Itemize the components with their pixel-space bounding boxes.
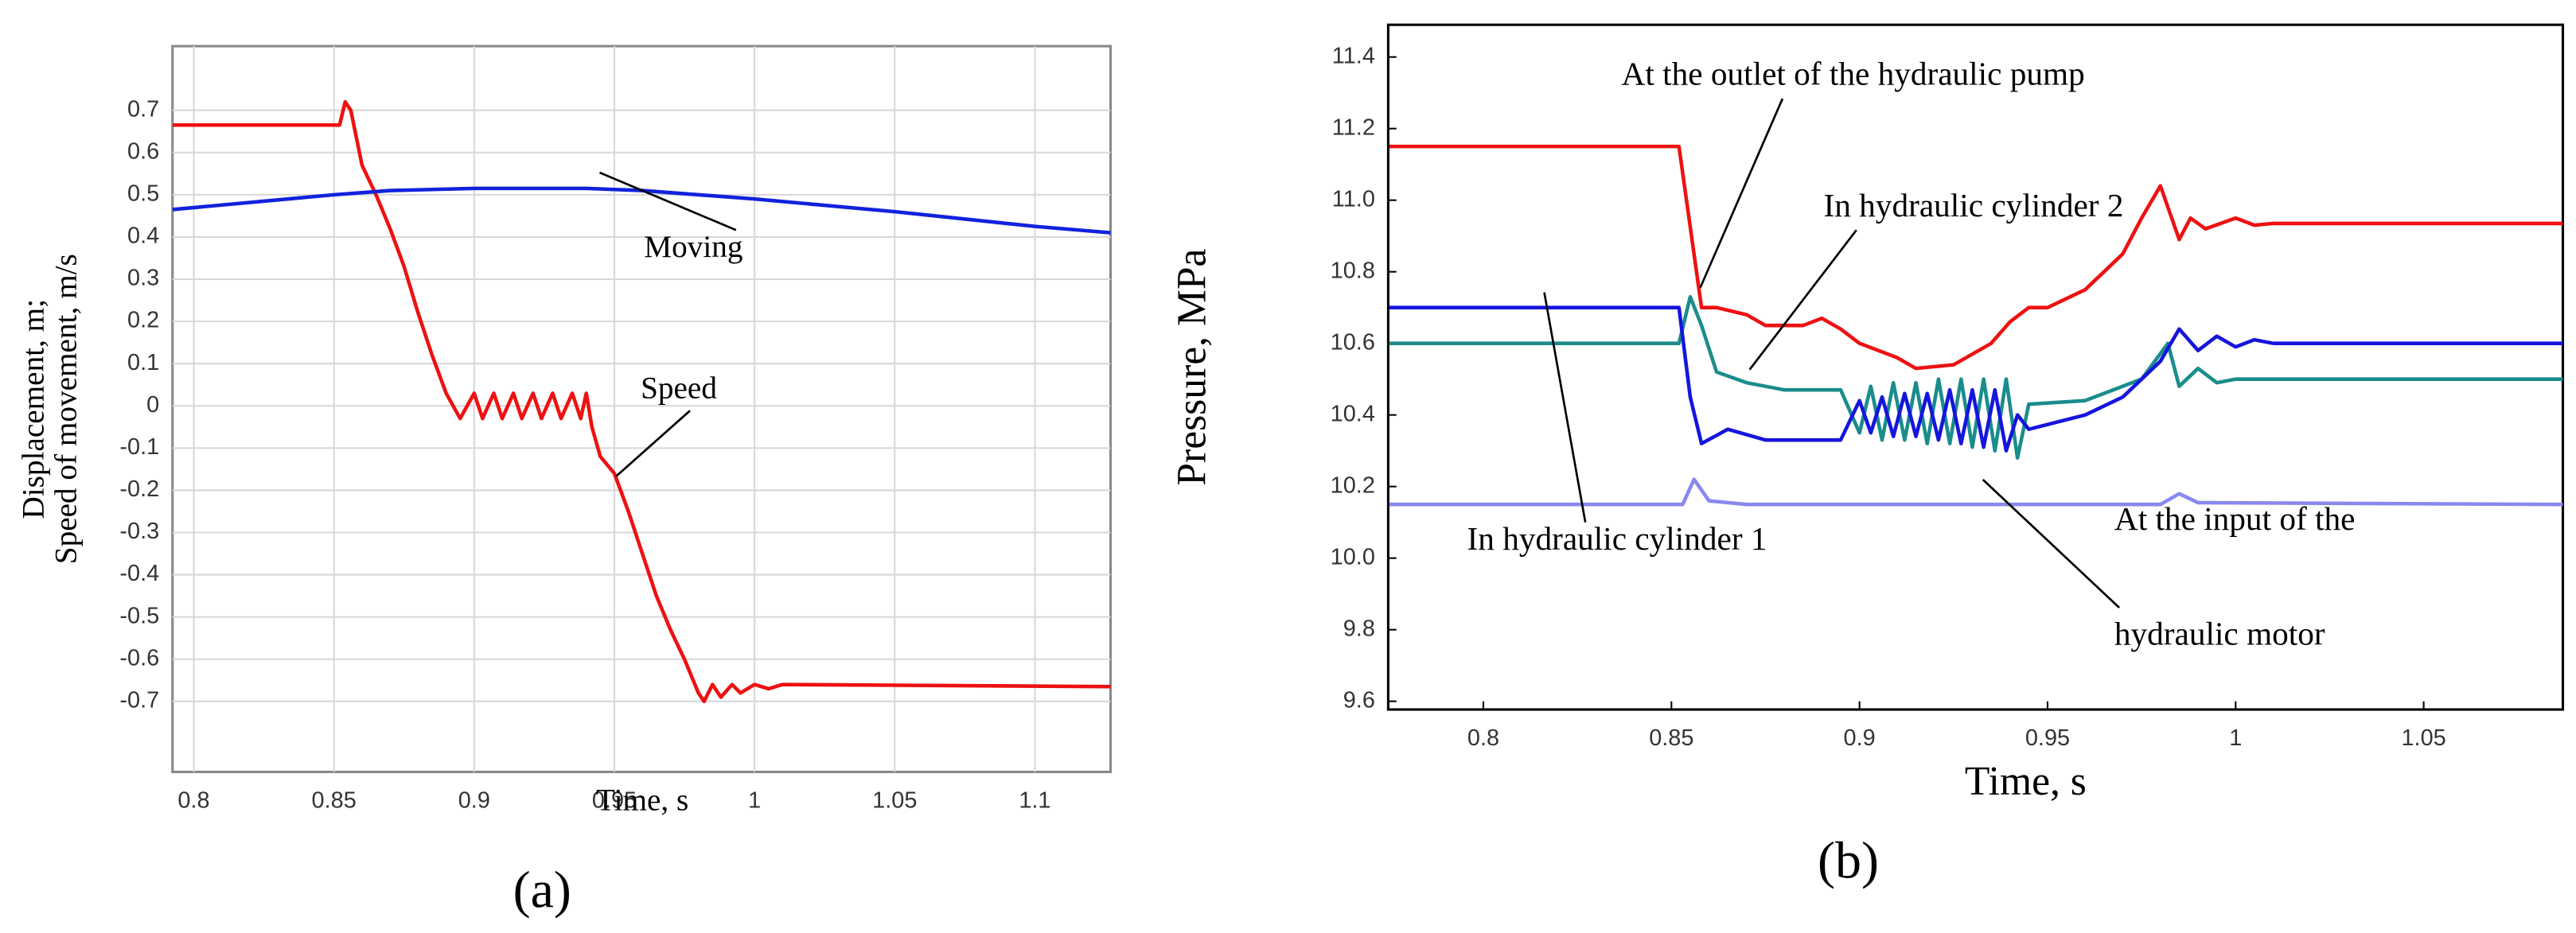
y-tick-label: 0.5 — [127, 181, 159, 206]
x-tick-label: 0.95 — [592, 787, 637, 813]
annotation: Speed — [641, 371, 717, 406]
y-tick-label: 11.2 — [1332, 115, 1375, 140]
plot-area — [1386, 23, 2565, 711]
leader-line — [598, 171, 737, 231]
annotation: At the outlet of the hydraulic pump — [1622, 56, 2085, 92]
y-tick-label: -0.6 — [119, 645, 159, 671]
plot-area — [171, 45, 1113, 774]
y-tick-label: 0 — [146, 392, 159, 418]
x-tick-label: 0.8 — [177, 787, 209, 813]
panel-label: (a) — [513, 861, 571, 919]
series-line — [172, 99, 1111, 704]
y-tick-label: 11.0 — [1332, 186, 1375, 212]
y-tick-label: 0.4 — [127, 224, 159, 249]
x-tick-label: 1.05 — [872, 787, 917, 813]
x-tick-label: 1 — [2229, 725, 2242, 751]
x-tick-label: 0.85 — [1649, 725, 1693, 751]
y-axis-label: Pressure, MPa — [1170, 248, 1215, 485]
leader-line — [1543, 292, 1587, 523]
x-tick-label: 1 — [748, 787, 761, 813]
y-tick-label: -0.3 — [119, 519, 159, 544]
leader-line — [1982, 479, 2121, 609]
series-line — [172, 186, 1111, 235]
y-tick-label: -0.4 — [119, 561, 159, 586]
annotation: In hydraulic cylinder 1 — [1467, 520, 1767, 557]
x-tick-label: 0.9 — [458, 787, 490, 813]
x-tick-label: 0.9 — [1844, 725, 1876, 751]
y-tick-label: 9.8 — [1343, 616, 1375, 641]
y-tick-label: 10.2 — [1331, 472, 1375, 498]
y-tick-label: -0.5 — [119, 603, 159, 628]
x-axis-label: Time, s — [1965, 759, 2087, 804]
series-line — [1389, 477, 2563, 507]
annotation: At the input of the — [2114, 500, 2356, 537]
y-tick-label: 11.4 — [1332, 43, 1375, 68]
y-tick-label: 0.1 — [127, 350, 159, 375]
y-tick-label: -0.1 — [119, 434, 159, 460]
x-tick-label: 0.95 — [2025, 725, 2070, 751]
y-axis-label: Displacement, m; — [16, 299, 50, 519]
y-tick-label: 0.3 — [127, 266, 159, 291]
y-tick-label: -0.7 — [119, 687, 159, 713]
leader-line — [1699, 98, 1784, 289]
y-tick-label: 0.6 — [127, 138, 159, 164]
x-tick-label: 0.85 — [312, 787, 357, 813]
y-tick-label: 10.4 — [1331, 401, 1375, 426]
y-tick-label: -0.2 — [119, 476, 159, 502]
leader-line — [1748, 229, 1857, 371]
annotation: hydraulic motor — [2114, 616, 2325, 652]
y-tick-label: 10.6 — [1331, 329, 1375, 355]
annotation: Moving — [644, 230, 742, 264]
x-tick-label: 1.1 — [1019, 787, 1050, 813]
x-tick-label: 1.05 — [2401, 725, 2445, 751]
y-tick-label: 10.8 — [1331, 258, 1375, 283]
y-tick-label: 10.0 — [1331, 544, 1375, 570]
series-line — [1389, 305, 2563, 453]
annotation: In hydraulic cylinder 2 — [1823, 187, 2123, 224]
y-tick-label: 9.6 — [1343, 687, 1375, 713]
x-tick-label: 0.8 — [1467, 725, 1499, 751]
y-axis-label: Speed of movement, m/s — [49, 254, 84, 564]
leader-line — [615, 410, 691, 477]
series-line — [1389, 144, 2563, 371]
y-tick-label: 0.7 — [127, 96, 159, 122]
x-axis-label: Time, s — [596, 783, 688, 818]
panel-label: (b) — [1818, 831, 1879, 889]
y-tick-label: 0.2 — [127, 308, 159, 333]
